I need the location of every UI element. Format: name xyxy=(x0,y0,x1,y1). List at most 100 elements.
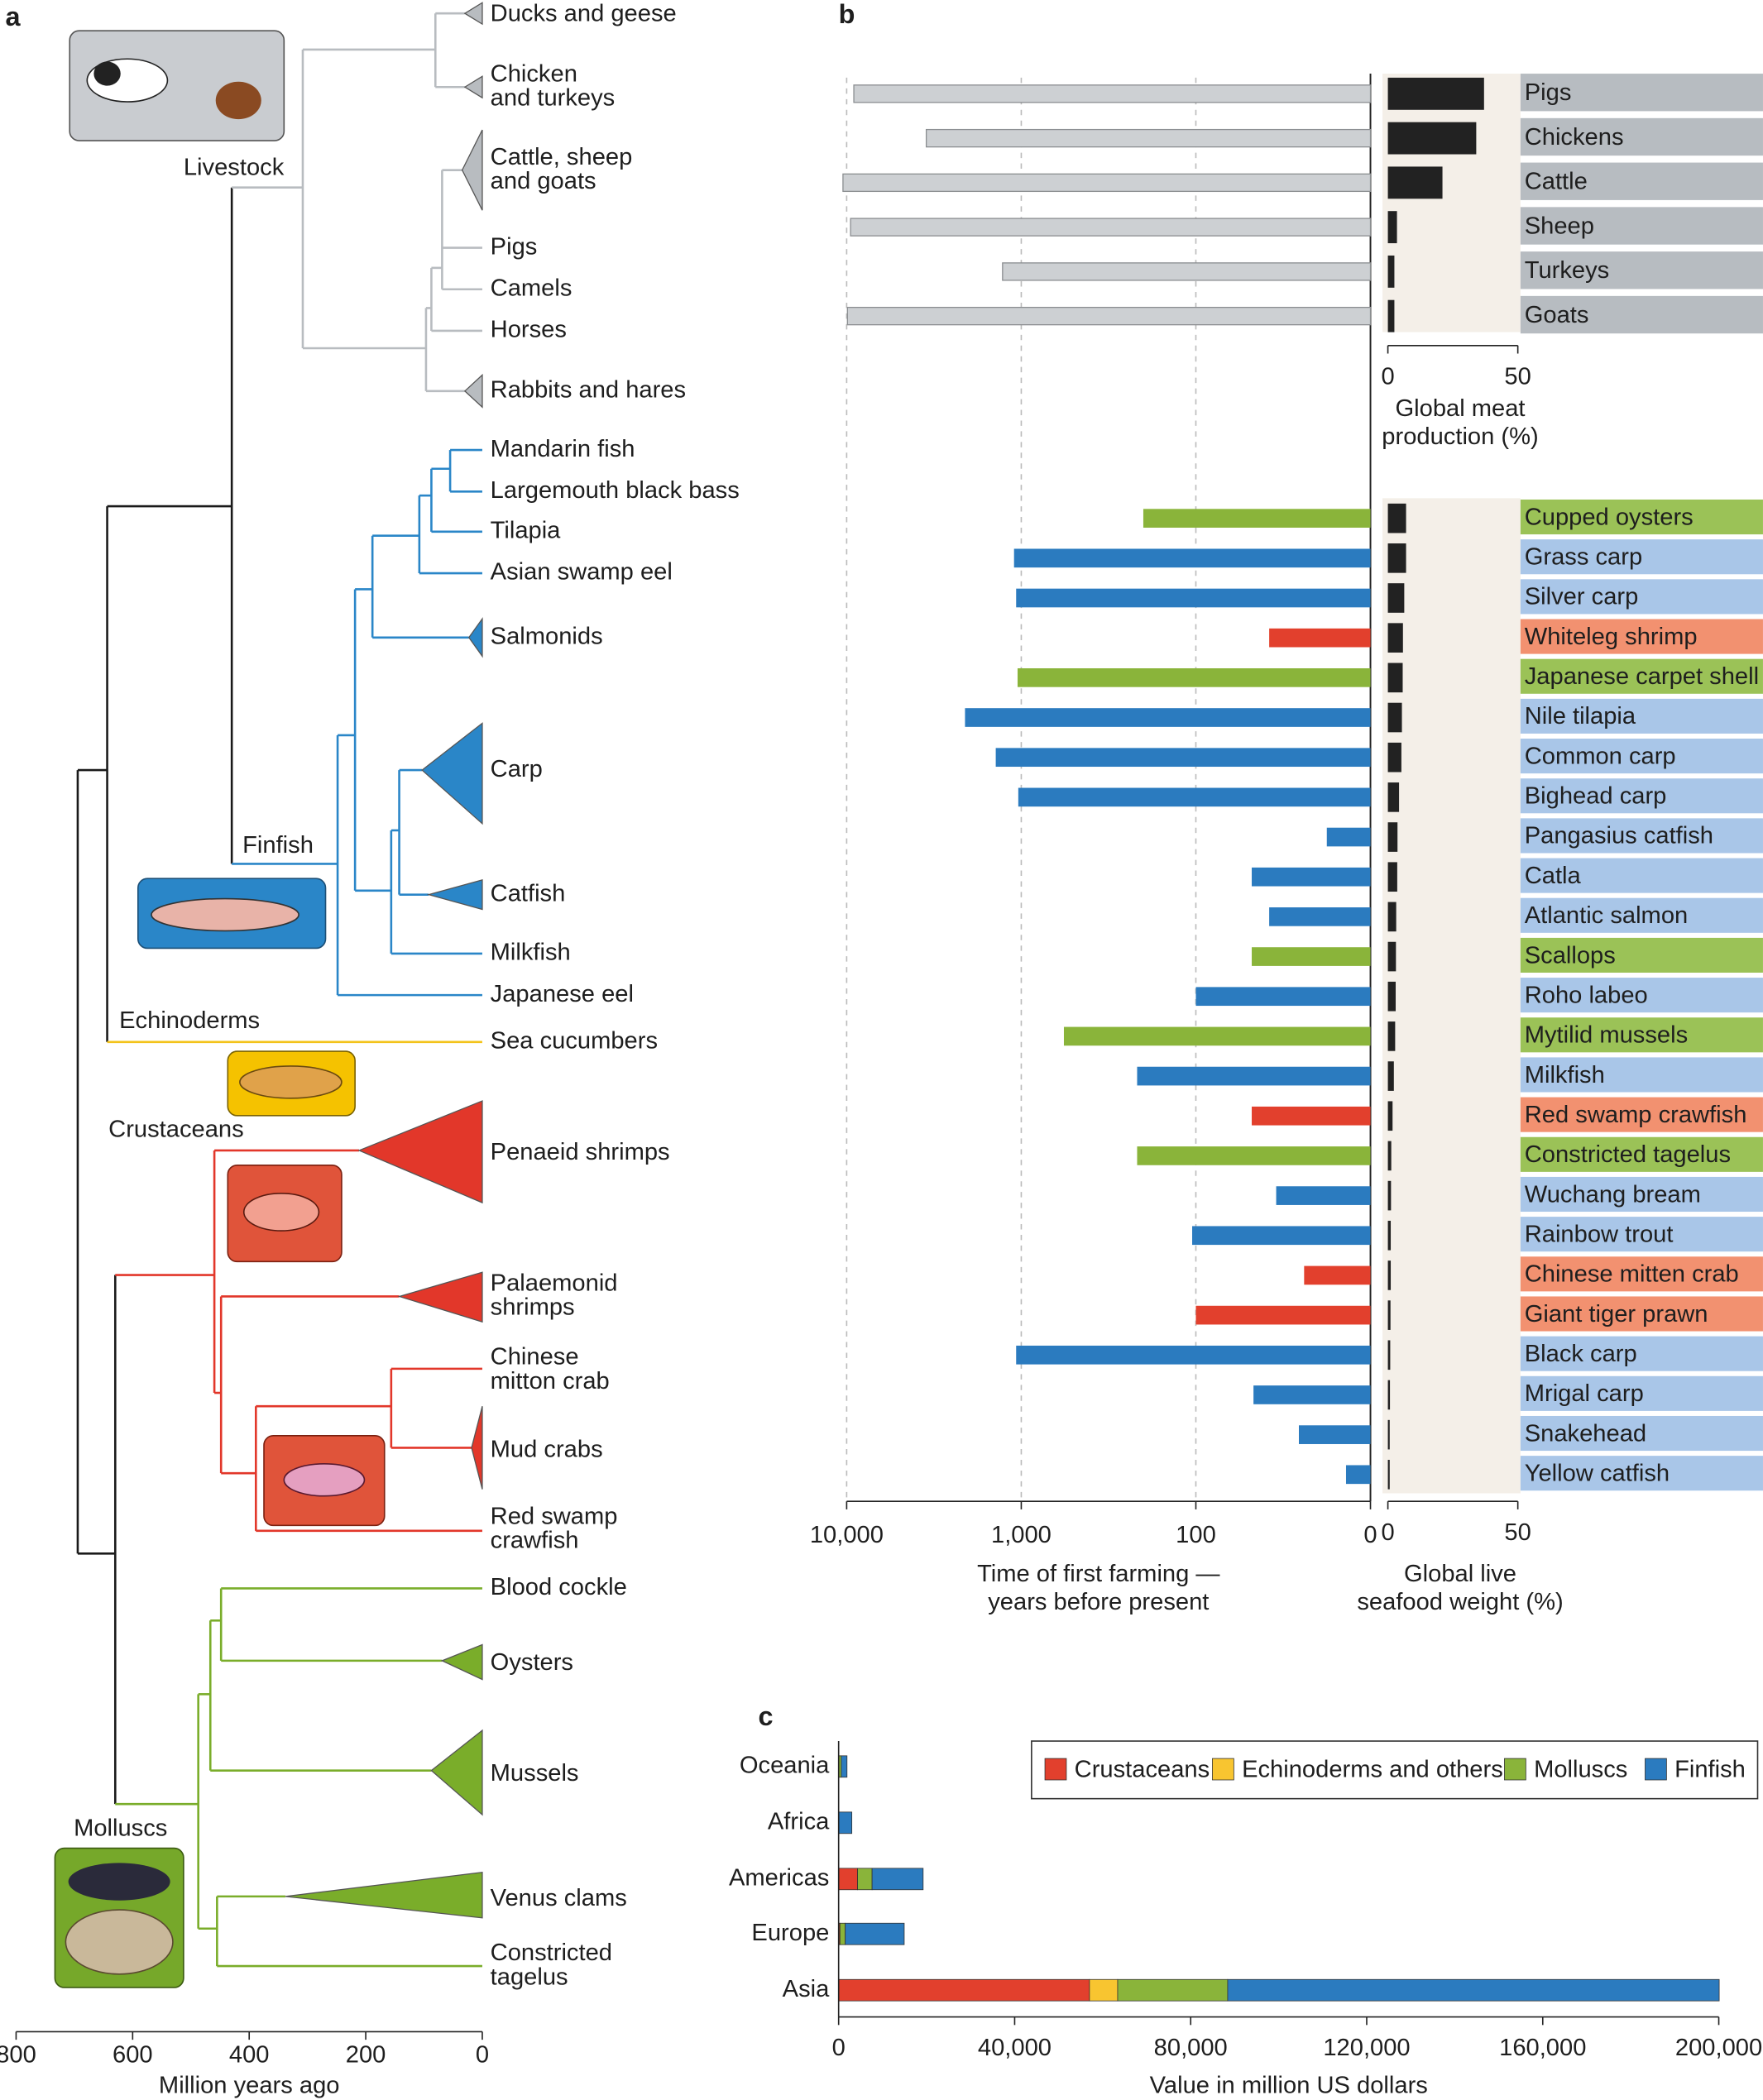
share-bar xyxy=(1387,623,1403,653)
category-box xyxy=(1520,818,1763,854)
share-bar xyxy=(1387,583,1405,613)
x-axis-title: Global live xyxy=(1404,1561,1516,1587)
share-bar xyxy=(1387,1459,1390,1490)
share-bar xyxy=(1387,902,1397,932)
legend-swatch xyxy=(1645,1758,1667,1781)
leaf-label: Cattle, sheep xyxy=(491,144,633,170)
y-tick-label: Oceania xyxy=(740,1753,830,1779)
group-label: Livestock xyxy=(184,155,285,181)
stacked-segment xyxy=(1117,1978,1229,2002)
x-tick-label: 10,000 xyxy=(810,1522,884,1548)
category-label: Bighead carp xyxy=(1525,783,1667,810)
leaf-label: Palaemonid xyxy=(491,1270,618,1297)
category-box xyxy=(1520,778,1763,814)
category-label: Silver carp xyxy=(1525,584,1639,610)
x-tick-label: 120,000 xyxy=(1323,2035,1410,2061)
category-box xyxy=(1520,619,1763,654)
category-label: Yellow catfish xyxy=(1525,1461,1670,1487)
share-bar xyxy=(1387,543,1406,573)
category-label: Turkeys xyxy=(1525,257,1610,284)
farming-bar xyxy=(925,128,1372,148)
category-box xyxy=(1520,117,1763,156)
x-tick-label: 0 xyxy=(832,2035,846,2061)
category-label: Nile tilapia xyxy=(1525,703,1636,729)
category-box xyxy=(1520,739,1763,774)
leaf-label: Blood cockle xyxy=(491,1574,627,1600)
share-bar xyxy=(1387,299,1395,332)
share-bar xyxy=(1387,822,1398,852)
category-box xyxy=(1520,579,1763,615)
farming-bar xyxy=(1137,1066,1371,1086)
farming-bar xyxy=(965,708,1371,727)
group-label: Echinoderms xyxy=(119,1007,260,1034)
clade-triangle xyxy=(467,617,483,658)
farming-bar xyxy=(1326,827,1371,847)
x-tick-label: 160,000 xyxy=(1499,2035,1586,2061)
farming-bar xyxy=(1269,628,1371,648)
category-box xyxy=(1520,1097,1763,1132)
leaf-label: Oysters xyxy=(491,1649,573,1676)
leaf-label: Tilapia xyxy=(491,518,562,544)
farming-bar xyxy=(1269,907,1371,926)
farming-bar xyxy=(1345,1465,1371,1485)
x-axis-title: Global meat xyxy=(1396,395,1526,422)
x-tick-label: 40,000 xyxy=(978,2035,1052,2061)
category-label: Roho labeo xyxy=(1525,982,1648,1008)
category-box xyxy=(1520,1296,1763,1332)
share-bar xyxy=(1387,1101,1393,1131)
share-bar xyxy=(1387,663,1403,693)
leaf-label: Horses xyxy=(491,317,567,343)
panel-label: c xyxy=(759,1701,774,1731)
category-box xyxy=(1520,295,1763,334)
x-tick-label: 400 xyxy=(229,2041,270,2068)
category-box xyxy=(1520,1415,1763,1452)
leaf-label: Mussels xyxy=(491,1760,579,1787)
clade-triangle xyxy=(463,373,483,409)
category-label: Scallops xyxy=(1525,942,1616,969)
leaf-label: Red swamp xyxy=(491,1503,618,1529)
leaf-label: Japanese eel xyxy=(491,981,634,1007)
y-tick-label: Asia xyxy=(783,1976,830,2002)
category-box xyxy=(1520,658,1763,694)
farming-bar xyxy=(853,84,1372,103)
legend-swatch xyxy=(1212,1758,1234,1781)
farming-bar xyxy=(1016,588,1371,608)
tree-axis-title: Million years ago xyxy=(159,2073,340,2099)
category-box xyxy=(1520,1057,1763,1093)
stacked-segment xyxy=(838,1978,1090,2002)
x-tick-label: 1,000 xyxy=(991,1522,1052,1548)
share-bar xyxy=(1387,1419,1390,1450)
share-bar xyxy=(1387,1180,1392,1211)
x-tick-label: 200,000 xyxy=(1675,2035,1762,2061)
category-box xyxy=(1520,978,1763,1013)
farming-bar xyxy=(1192,1226,1371,1246)
farming-bar xyxy=(1252,947,1371,966)
legend-swatch xyxy=(1044,1758,1067,1781)
category-box xyxy=(1520,499,1763,535)
category-label: Black carp xyxy=(1525,1341,1637,1367)
cow-spot xyxy=(93,61,121,86)
clade-triangle xyxy=(285,1871,483,1919)
leaf-label: Carp xyxy=(491,756,543,782)
share-bar xyxy=(1387,1141,1392,1171)
leaf-label: Mandarin fish xyxy=(491,436,635,462)
category-label: Milkfish xyxy=(1525,1062,1605,1088)
leaf-label: and turkeys xyxy=(491,85,616,112)
legend-label: Echinoderms and others xyxy=(1242,1756,1503,1782)
category-label: Chickens xyxy=(1525,124,1624,151)
category-box xyxy=(1520,539,1763,575)
leaf-label: Catfish xyxy=(491,880,566,906)
category-label: Wuchang bream xyxy=(1525,1181,1701,1208)
x-tick-label: 100 xyxy=(1176,1522,1216,1548)
share-bar xyxy=(1387,122,1477,155)
share-bar xyxy=(1387,782,1400,812)
legend-label: Crustaceans xyxy=(1075,1756,1210,1782)
farming-bar xyxy=(1018,787,1371,807)
fish-shape xyxy=(151,897,299,932)
y-tick-label: Americas xyxy=(729,1865,829,1892)
category-label: Snakehead xyxy=(1525,1420,1646,1447)
stacked-segment xyxy=(838,1868,858,1891)
farming-bar xyxy=(1276,1186,1371,1205)
category-box xyxy=(1520,698,1763,734)
category-label: Mrigal carp xyxy=(1525,1380,1644,1407)
